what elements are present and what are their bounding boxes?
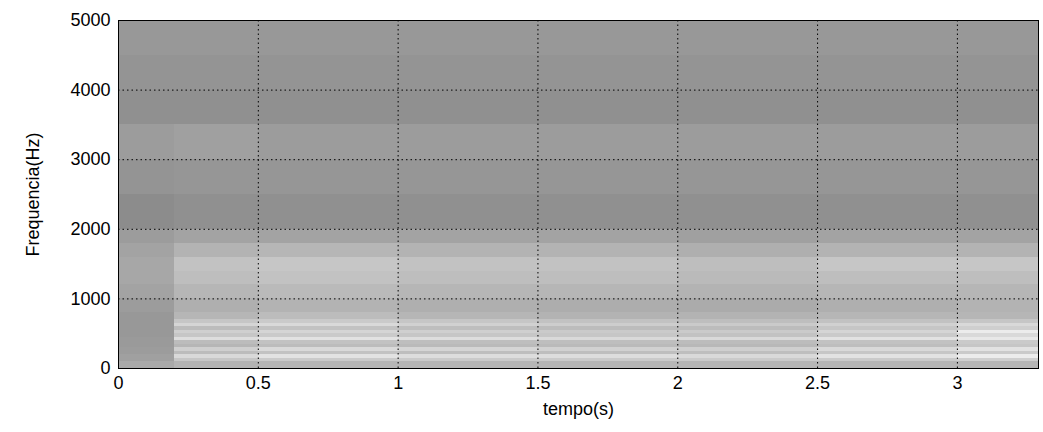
svg-text:0.5: 0.5 [246, 373, 271, 393]
svg-text:Frequencia(Hz): Frequencia(Hz) [23, 132, 43, 256]
svg-text:5000: 5000 [70, 10, 110, 30]
svg-text:1: 1 [393, 373, 403, 393]
svg-text:4000: 4000 [70, 80, 110, 100]
svg-text:1000: 1000 [70, 289, 110, 309]
svg-text:3: 3 [952, 373, 962, 393]
svg-text:tempo(s): tempo(s) [543, 399, 614, 419]
svg-text:0: 0 [100, 358, 110, 378]
svg-text:3000: 3000 [70, 149, 110, 169]
svg-text:2: 2 [673, 373, 683, 393]
svg-text:1.5: 1.5 [525, 373, 550, 393]
svg-text:2.5: 2.5 [805, 373, 830, 393]
svg-text:2000: 2000 [70, 219, 110, 239]
svg-text:0: 0 [113, 373, 123, 393]
